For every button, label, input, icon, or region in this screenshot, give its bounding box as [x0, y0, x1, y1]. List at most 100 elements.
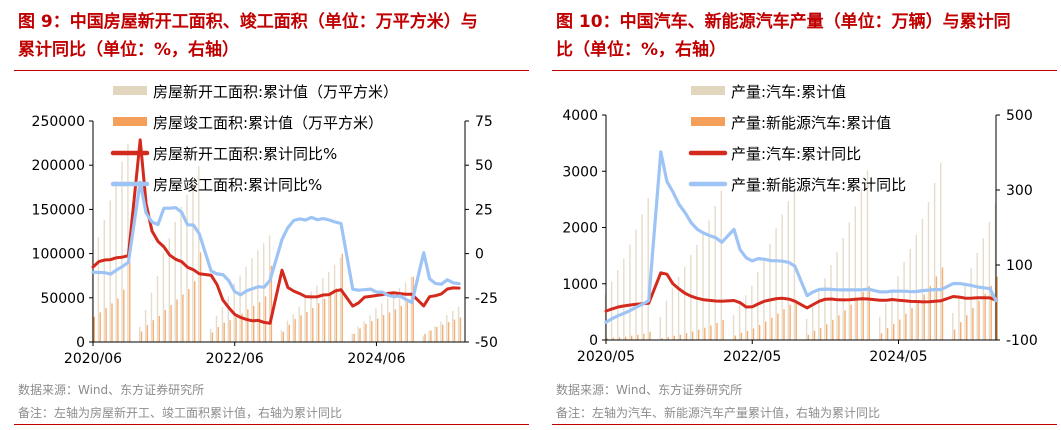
legend-label: 产量:汽车:累计值: [731, 83, 846, 101]
bar: [899, 319, 901, 340]
bar: [221, 306, 224, 342]
bar: [199, 252, 202, 342]
bar: [168, 238, 170, 342]
bar: [333, 264, 336, 342]
bar: [812, 303, 814, 340]
footer-divider: [552, 424, 1057, 425]
bar: [891, 289, 893, 340]
bar: [328, 272, 330, 342]
bar: [209, 328, 212, 342]
bar: [351, 333, 353, 342]
bar: [862, 292, 864, 340]
bar: [146, 325, 149, 342]
bar: [610, 281, 613, 340]
bar: [211, 332, 214, 342]
chart-remark-note: 备注：左轴为房屋新开工、竣工面积累计值，右轴为累计同比: [18, 406, 343, 420]
bar: [316, 285, 318, 342]
bar: [412, 276, 414, 342]
bar: [649, 331, 651, 340]
y-tick-label-left: 3000: [562, 164, 598, 180]
bar: [365, 323, 367, 342]
bar: [424, 333, 426, 342]
bar: [970, 268, 972, 340]
bar: [156, 275, 159, 342]
bar: [422, 336, 424, 342]
bar: [245, 266, 247, 342]
bar: [641, 214, 643, 340]
y-tick-label-left: 1000: [562, 277, 598, 293]
bar: [795, 300, 797, 340]
bar: [194, 281, 196, 342]
bar: [286, 320, 289, 342]
bar: [144, 310, 147, 342]
bar: [270, 265, 273, 342]
bar: [192, 180, 194, 342]
bar: [783, 309, 785, 340]
bar: [282, 331, 284, 342]
bar: [322, 278, 324, 342]
x-tick-label: 2024/06: [347, 351, 405, 367]
bar: [879, 316, 881, 340]
legend-swatch: [691, 86, 725, 95]
legend-label: 房屋新开工面积:累计同比%: [153, 145, 337, 163]
bar: [990, 285, 992, 340]
bar: [268, 235, 271, 342]
bar: [394, 309, 397, 342]
bar: [382, 315, 385, 342]
chart-source-note: 数据来源：Wind、东方证券研究所: [18, 383, 205, 397]
bar: [312, 308, 314, 342]
bar: [745, 295, 747, 340]
bar: [684, 266, 686, 340]
bar: [826, 324, 828, 340]
legend-label: 房屋竣工面积:累计值（万平方米）: [153, 114, 383, 132]
bar: [400, 305, 402, 342]
bar: [292, 314, 294, 342]
bar: [830, 265, 832, 340]
bar: [685, 333, 688, 340]
bar: [223, 322, 225, 342]
bar: [388, 312, 391, 342]
x-tick-label: 2020/06: [64, 351, 122, 367]
bar: [921, 218, 924, 340]
bar: [819, 327, 822, 340]
bar: [691, 331, 694, 340]
bar: [673, 335, 675, 340]
bar: [927, 202, 930, 340]
bar: [359, 328, 361, 342]
legend-label: 产量:新能源汽车:累计同比: [731, 176, 906, 194]
bar: [375, 308, 377, 342]
series-line: [91, 180, 461, 305]
bar: [329, 294, 332, 342]
y-tick-label-left: 100000: [32, 247, 85, 263]
bar: [978, 300, 980, 340]
bar: [915, 234, 917, 340]
bar: [933, 183, 936, 340]
bar: [624, 336, 627, 340]
bar: [111, 303, 113, 342]
bar: [996, 276, 998, 340]
bar: [121, 161, 123, 342]
legend-swatch: [113, 86, 147, 95]
bar: [751, 285, 753, 340]
bar: [428, 330, 430, 342]
bar: [696, 244, 698, 340]
bar: [235, 316, 237, 342]
bar: [229, 319, 231, 342]
bar: [158, 315, 160, 342]
bar: [188, 289, 190, 342]
bar: [288, 324, 290, 342]
bar: [964, 283, 966, 340]
bar: [793, 185, 796, 340]
bar: [923, 294, 925, 340]
bar: [832, 319, 834, 340]
bar: [257, 250, 259, 342]
x-tick-label: 2022/06: [206, 351, 264, 367]
bar: [958, 297, 960, 340]
bar: [139, 326, 141, 342]
bar: [868, 286, 870, 340]
bar: [769, 244, 771, 340]
chart-title-auto: 图 10：中国汽车、新能源汽车产量（单位：万辆）与累计同 比（单位：%，右轴）: [556, 8, 1061, 64]
y-tick-label-right: 50: [475, 158, 493, 174]
bar: [410, 276, 413, 342]
bar: [97, 237, 100, 342]
